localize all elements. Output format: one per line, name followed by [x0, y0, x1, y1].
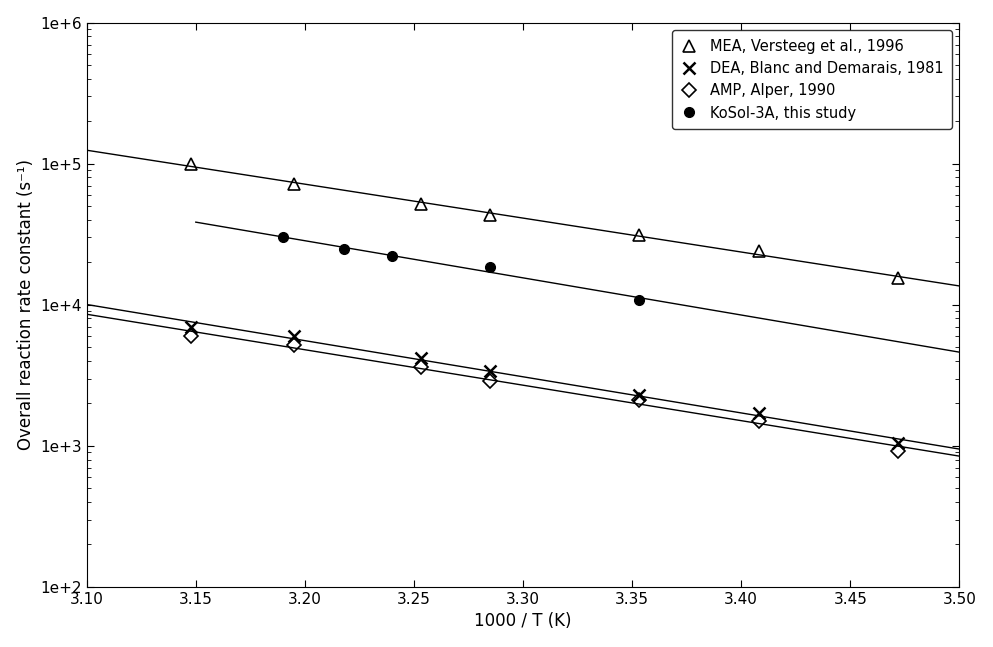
- AMP, Alper, 1990: [288, 341, 300, 349]
- Line: DEA, Blanc and Demarais, 1981: DEA, Blanc and Demarais, 1981: [186, 321, 904, 448]
- AMP, Alper, 1990: [186, 332, 198, 340]
- KoSol-3A, this study: [386, 252, 398, 260]
- KoSol-3A, this study: [277, 234, 289, 241]
- KoSol-3A, this study: [633, 296, 644, 304]
- MEA, Versteeg et al., 1996: [753, 247, 765, 255]
- KoSol-3A, this study: [485, 263, 496, 271]
- Line: AMP, Alper, 1990: AMP, Alper, 1990: [187, 331, 904, 456]
- AMP, Alper, 1990: [485, 377, 496, 384]
- DEA, Blanc and Demarais, 1981: [186, 323, 198, 331]
- DEA, Blanc and Demarais, 1981: [753, 410, 765, 417]
- AMP, Alper, 1990: [414, 364, 426, 371]
- DEA, Blanc and Demarais, 1981: [414, 354, 426, 362]
- MEA, Versteeg et al., 1996: [485, 212, 496, 219]
- DEA, Blanc and Demarais, 1981: [893, 439, 905, 446]
- KoSol-3A, this study: [339, 245, 351, 252]
- AMP, Alper, 1990: [633, 397, 644, 404]
- Y-axis label: Overall reaction rate constant (s⁻¹): Overall reaction rate constant (s⁻¹): [17, 159, 35, 450]
- MEA, Versteeg et al., 1996: [633, 232, 644, 239]
- Line: KoSol-3A, this study: KoSol-3A, this study: [278, 233, 643, 305]
- DEA, Blanc and Demarais, 1981: [633, 391, 644, 399]
- X-axis label: 1000 / T (K): 1000 / T (K): [475, 612, 572, 630]
- AMP, Alper, 1990: [893, 447, 905, 455]
- MEA, Versteeg et al., 1996: [414, 200, 426, 208]
- DEA, Blanc and Demarais, 1981: [485, 367, 496, 375]
- Line: MEA, Versteeg et al., 1996: MEA, Versteeg et al., 1996: [186, 158, 904, 283]
- AMP, Alper, 1990: [753, 417, 765, 425]
- DEA, Blanc and Demarais, 1981: [288, 332, 300, 340]
- MEA, Versteeg et al., 1996: [288, 180, 300, 188]
- Legend: MEA, Versteeg et al., 1996, DEA, Blanc and Demarais, 1981, AMP, Alper, 1990, KoS: MEA, Versteeg et al., 1996, DEA, Blanc a…: [672, 30, 952, 129]
- MEA, Versteeg et al., 1996: [186, 160, 198, 168]
- MEA, Versteeg et al., 1996: [893, 274, 905, 282]
